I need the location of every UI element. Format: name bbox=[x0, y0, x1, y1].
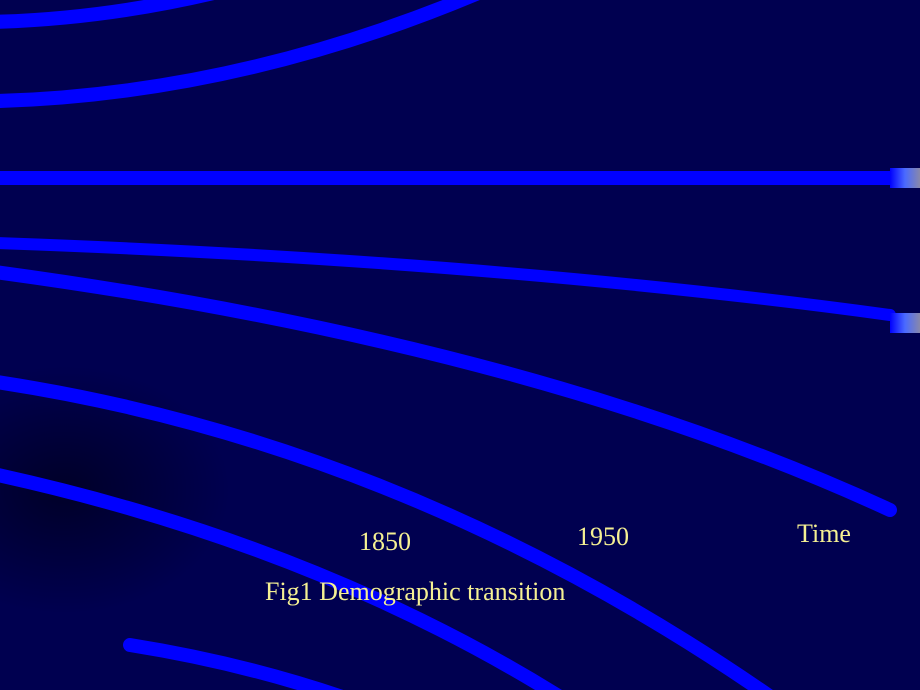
x-axis-label: Time bbox=[797, 519, 851, 549]
right-accent-2 bbox=[890, 313, 920, 333]
x-tick-1850: 1850 bbox=[359, 527, 411, 557]
slide-container: 1850 1950 Time Fig1 Demographic transiti… bbox=[0, 0, 920, 690]
x-tick-1950: 1950 bbox=[577, 522, 629, 552]
right-accent-1 bbox=[890, 168, 920, 188]
figure-caption: Fig1 Demographic transition bbox=[265, 577, 565, 607]
